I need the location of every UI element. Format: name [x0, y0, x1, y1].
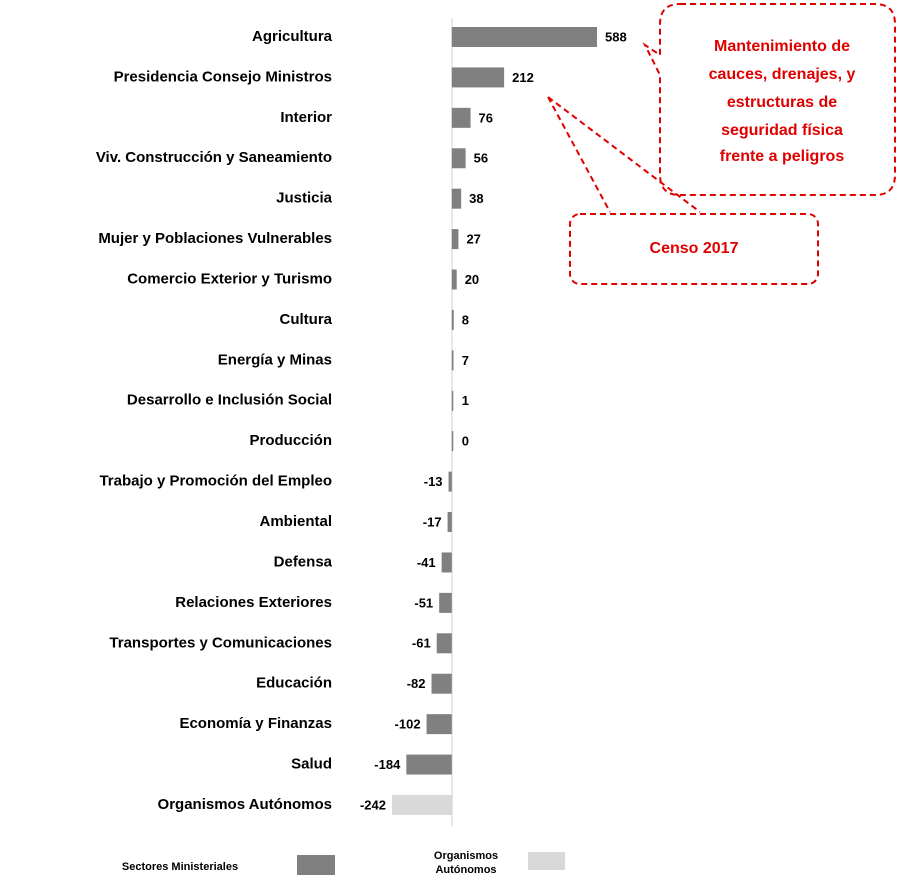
category-label: Interior [280, 109, 332, 126]
callouts [547, 3, 896, 285]
bar [451, 431, 454, 452]
annotation: Mantenimiento de [714, 38, 850, 55]
bar [451, 107, 471, 128]
annotation: cauces, drenajes, y [709, 66, 856, 83]
category-label: Agricultura [252, 28, 333, 45]
category-label: Organismos Autónomos [158, 796, 332, 813]
bar [451, 309, 454, 330]
bar [431, 673, 452, 694]
category-label: Relaciones Exteriores [175, 594, 332, 611]
bar [451, 350, 454, 371]
bar [451, 269, 457, 290]
category-label: Ambiental [259, 513, 332, 530]
bar [447, 512, 452, 533]
annotation: seguridad física [721, 122, 843, 139]
category-label: Economía y Finanzas [179, 715, 332, 732]
bar [451, 67, 505, 88]
category-label: Comercio Exterior y Turismo [127, 270, 332, 287]
value-label: -13 [424, 474, 443, 489]
value-label: 8 [462, 312, 469, 327]
category-label: Trabajo y Promoción del Empleo [99, 473, 332, 490]
category-label: Presidencia Consejo Ministros [114, 68, 332, 85]
value-label: 1 [462, 393, 469, 408]
value-label: 7 [462, 353, 469, 368]
bar [426, 714, 452, 735]
legend-swatch [528, 852, 565, 870]
category-label: Educación [256, 675, 332, 692]
callout-box [569, 213, 819, 285]
value-label: 20 [465, 272, 479, 287]
category-label: Salud [291, 756, 332, 773]
category-label: Defensa [274, 553, 333, 570]
category-label: Producción [249, 432, 332, 449]
annotation: estructuras de [727, 94, 837, 111]
bar [451, 27, 597, 47]
value-label: -41 [417, 555, 436, 570]
value-label: -82 [407, 676, 426, 691]
legend-label: Organismos Autónomos [433, 850, 499, 876]
value-label: -61 [412, 636, 431, 651]
category-label: Justicia [276, 190, 333, 207]
bar [451, 229, 459, 250]
value-label: 212 [512, 70, 534, 85]
annotation: Censo 2017 [650, 240, 739, 257]
value-label: -51 [414, 595, 433, 610]
bar [451, 188, 462, 209]
bar [451, 148, 466, 169]
value-label: -102 [395, 717, 421, 732]
legend-swatch [297, 855, 335, 875]
value-label: 588 [605, 29, 627, 44]
category-label: Viv. Construcción y Saneamiento [96, 149, 332, 166]
category-label: Desarrollo e Inclusión Social [127, 392, 332, 409]
category-label: Cultura [280, 311, 333, 328]
value-label: 38 [469, 191, 483, 206]
category-label: Mujer y Poblaciones Vulnerables [98, 230, 332, 247]
value-label: 76 [479, 110, 493, 125]
callout-pointer [547, 96, 701, 213]
legend-label: Sectores Ministeriales [122, 861, 238, 873]
annotation: frente a peligros [720, 148, 845, 165]
bar [441, 552, 452, 573]
bar [392, 794, 452, 815]
value-label: -242 [360, 797, 386, 812]
category-label: Energía y Minas [218, 351, 332, 368]
bar [448, 471, 452, 492]
bar [406, 754, 452, 775]
callout-box [642, 3, 896, 196]
value-label: -184 [374, 757, 401, 772]
value-label: 0 [462, 434, 469, 449]
bar [436, 633, 452, 654]
bar [439, 592, 452, 613]
bar [451, 390, 454, 411]
category-label: Transportes y Comunicaciones [109, 634, 332, 651]
value-label: -17 [423, 514, 442, 529]
value-label: 56 [474, 151, 488, 166]
value-label: 27 [466, 232, 480, 247]
